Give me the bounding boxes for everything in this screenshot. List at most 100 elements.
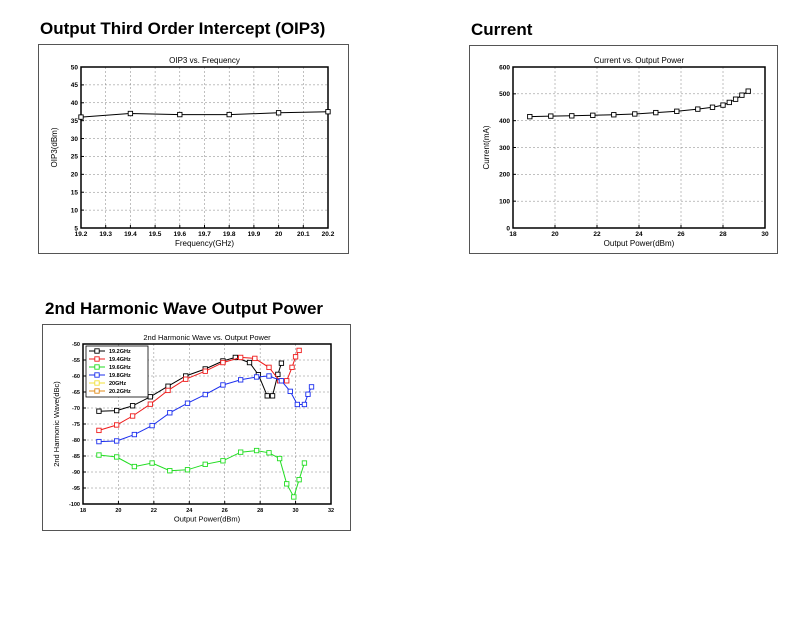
data-point <box>548 113 554 119</box>
y-tick-label: 600 <box>499 64 510 71</box>
legend-label: 19.2GHz <box>109 349 131 355</box>
data-point <box>96 438 102 445</box>
chart-title: Current vs. Output Power <box>594 56 685 65</box>
x-axis-label: Frequency(GHz) <box>175 239 234 248</box>
data-point <box>183 376 189 382</box>
x-axis-label: Output Power(dBm) <box>604 239 675 248</box>
data-point <box>569 113 575 119</box>
data-point <box>301 401 308 408</box>
data-point <box>674 108 680 114</box>
legend-label: 20.2GHz <box>109 389 131 395</box>
data-point <box>590 112 596 118</box>
x-tick-label: 19.9 <box>248 231 261 238</box>
data-point <box>266 450 272 456</box>
y-tick-label: 500 <box>499 91 510 98</box>
x-tick-label: 20 <box>275 231 283 238</box>
data-point <box>611 112 617 118</box>
data-point <box>276 455 283 462</box>
x-tick-label: 20 <box>551 231 559 238</box>
data-point <box>184 400 191 406</box>
chart-title: OIP3 vs. Frequency <box>169 56 240 65</box>
data-point <box>127 110 134 117</box>
data-point <box>149 460 155 466</box>
harmonic-section-title: 2nd Harmonic Wave Output Power <box>45 299 324 318</box>
x-tick-label: 19.5 <box>149 231 162 238</box>
data-point <box>78 114 84 120</box>
data-point <box>96 408 102 414</box>
oip3-section-title: Output Third Order Intercept (OIP3) <box>40 19 326 38</box>
y-tick-label: -65 <box>72 390 80 396</box>
y-tick-label: 40 <box>71 100 79 107</box>
y-tick-label: -90 <box>72 470 80 476</box>
data-point <box>632 111 638 117</box>
data-point <box>253 374 260 380</box>
y-tick-label: -85 <box>72 454 80 460</box>
data-point <box>278 378 285 384</box>
data-point <box>220 382 226 388</box>
data-point <box>275 371 281 378</box>
data-point <box>726 99 732 106</box>
x-tick-label: 19.2 <box>75 231 88 238</box>
y-tick-label: -70 <box>72 406 80 412</box>
x-tick-label: 19.8 <box>223 231 236 238</box>
data-point <box>253 447 260 454</box>
data-point <box>238 377 244 383</box>
legend-label: 19.8GHz <box>109 373 131 379</box>
y-tick-label: 20 <box>71 172 79 179</box>
data-point <box>732 96 739 102</box>
data-point <box>527 113 533 120</box>
legend-swatch-marker <box>94 356 100 362</box>
data-point <box>149 422 155 429</box>
y-tick-label: -80 <box>72 438 80 444</box>
current-chart: 18 20 22 24 26 28 300100200300400500600Current… <box>482 56 769 248</box>
data-point <box>232 354 238 361</box>
y-tick-label: 30 <box>71 136 79 143</box>
data-point <box>238 354 244 361</box>
y-tick-label: 35 <box>71 118 79 125</box>
data-point <box>114 422 120 428</box>
data-point <box>296 347 302 354</box>
y-tick-label: 400 <box>499 118 510 125</box>
y-tick-label: 10 <box>71 207 79 214</box>
x-tick-label: 30 <box>761 231 769 238</box>
data-point <box>167 468 173 474</box>
series-line-2 <box>98 450 305 499</box>
x-tick-label: 19.3 <box>99 231 112 238</box>
current-chart-panel: 18 20 22 24 26 28 30 0 100 200 300 400 500 600 Current… <box>469 45 778 254</box>
y-tick-label: -100 <box>69 502 80 508</box>
series-line-1 <box>98 350 300 431</box>
y-tick-label: 5 <box>74 225 78 232</box>
oip3-chart: 19.2 19.3 19.4 19.5 19.6 19.7 19.8 19.9 20 20.1 20… <box>50 56 335 248</box>
data-point <box>305 391 311 397</box>
data-point <box>287 388 293 395</box>
data-point <box>296 477 302 483</box>
y-tick-label: -75 <box>72 422 80 428</box>
data-point <box>220 458 226 464</box>
current-section-title: Current <box>471 20 533 39</box>
data-point <box>220 359 226 366</box>
x-tick-label: 22 <box>593 231 601 238</box>
x-tick-label: 20.2 <box>322 231 335 238</box>
legend-label: 19.6GHz <box>109 365 131 371</box>
x-tick-label: 20 <box>115 508 121 514</box>
x-tick-label: 19.7 <box>198 231 211 238</box>
x-tick-label: 26 <box>677 231 685 238</box>
data-point <box>96 427 102 434</box>
x-tick-label: 18 <box>80 508 86 514</box>
y-tick-label: -50 <box>72 342 80 348</box>
data-point <box>129 413 136 419</box>
data-point <box>289 364 295 371</box>
data-point <box>202 368 208 374</box>
legend-swatch-marker <box>94 348 100 354</box>
x-tick-label: 32 <box>328 508 334 514</box>
harmonic-chart: 18 20 22 24 26 28 30 32 -100 -95 -90 -85 -80 -75 -70 -6… <box>52 333 334 524</box>
data-point <box>720 102 726 108</box>
x-tick-label: 19.6 <box>173 231 186 238</box>
data-point <box>129 403 136 409</box>
x-tick-label: 24 <box>635 231 643 238</box>
x-tick-label: 30 <box>293 508 299 514</box>
x-tick-label: 22 <box>151 508 157 514</box>
oip3-chart-panel: 19.2 19.3 19.4 19.5 19.6 19.7 19.8 19.9 20 20.1 20… <box>38 44 349 254</box>
y-axis-label: 2nd Harmonic Wave(dBc) <box>52 381 61 467</box>
series-line-0 <box>80 111 329 118</box>
